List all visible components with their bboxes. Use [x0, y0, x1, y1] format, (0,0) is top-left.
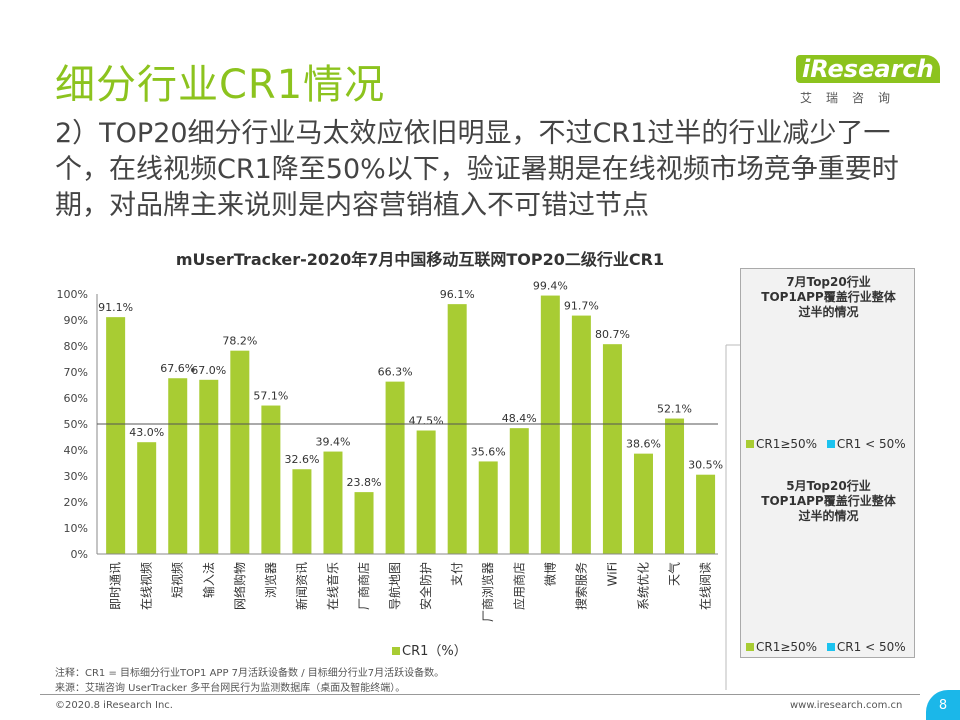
x-tick-label: 即时通讯 [109, 562, 123, 610]
x-tick-label: 天气 [667, 562, 682, 586]
x-tick-label: 在线音乐 [325, 562, 340, 610]
data-label: 78.2% [222, 335, 257, 348]
pie-panel: 7月Top20行业 TOP1APP覆盖行业整体 过半的情况 CR1≥50% CR1 … [740, 268, 915, 658]
bar [665, 418, 685, 554]
bar [168, 378, 188, 554]
bar [447, 304, 467, 554]
pie2-legend: CR1≥50% CR1 < 50% [746, 640, 906, 654]
data-label: 80.7% [595, 328, 630, 341]
bar [199, 379, 219, 554]
data-label: 43.0% [129, 426, 164, 439]
footer-divider [40, 694, 920, 695]
data-label: 96.1% [440, 288, 475, 301]
y-tick-label: 70% [64, 366, 88, 379]
bar [602, 344, 622, 554]
copyright: ©2020.8 iResearch Inc. [55, 700, 173, 711]
y-tick-label: 0% [71, 548, 88, 561]
data-label: 35.6% [471, 445, 506, 458]
bar [261, 405, 281, 554]
note-source: 来源：艾瑞咨询 UserTracker 多平台网民行为监测数据库（桌面及智能终端… [55, 683, 406, 694]
bar [354, 492, 374, 554]
data-label: 38.6% [626, 438, 661, 451]
iresearch-logo: iResearch 艾瑞咨询 [790, 55, 940, 111]
x-tick-label: 网络购物 [232, 562, 247, 610]
logo-brand: iResearch [796, 55, 940, 83]
data-label: 52.1% [657, 403, 692, 416]
x-tick-label: 在线阅读 [699, 562, 713, 610]
x-tick-label: 短视频 [170, 562, 185, 598]
website-link[interactable]: www.iresearch.com.cn [790, 700, 903, 711]
x-tick-label: 浏览器 [263, 562, 278, 598]
y-tick-label: 10% [64, 522, 88, 535]
y-tick-label: 40% [64, 444, 88, 457]
y-tick-label: 100% [57, 288, 88, 301]
bar [106, 317, 126, 554]
y-tick-label: 30% [64, 470, 88, 483]
data-label: 32.6% [284, 453, 319, 466]
pie1-title: 7月Top20行业 TOP1APP覆盖行业整体 过半的情况 [761, 275, 896, 319]
y-tick-label: 90% [64, 314, 88, 327]
note-definition: 注释：CR1 = 目标细分行业TOP1 APP 7月活跃设备数 / 目标细分行业… [55, 668, 445, 679]
y-tick-label: 60% [64, 392, 88, 405]
bar [478, 461, 498, 554]
y-tick-label: 80% [64, 340, 88, 353]
data-label: 30.5% [688, 459, 723, 472]
bar [292, 469, 312, 554]
data-label: 48.4% [502, 412, 537, 425]
x-tick-label: 搜索服务 [573, 562, 588, 610]
x-tick-label: 输入法 [201, 562, 216, 598]
x-tick-label: 系统优化 [636, 562, 650, 610]
bar [540, 295, 560, 554]
y-tick-label: 20% [64, 496, 88, 509]
x-tick-label: 厂商商店 [356, 562, 371, 610]
data-label: 67.0% [191, 364, 226, 377]
data-label: 39.4% [316, 436, 351, 449]
bar [509, 428, 529, 554]
bar [571, 315, 591, 554]
data-label: 57.1% [253, 390, 288, 403]
bar [137, 442, 157, 554]
data-label: 67.6% [160, 362, 195, 375]
bar-legend: CR1（%） [392, 640, 467, 659]
page-title: 细分行业CR1情况 [55, 62, 386, 108]
pie1-legend: CR1≥50% CR1 < 50% [746, 437, 906, 451]
bar [323, 451, 343, 554]
bar [385, 381, 405, 554]
page-subtitle: 2）TOP20细分行业马太效应依旧明显，不过CR1过半的行业减少了一个，在线视频… [55, 118, 899, 221]
data-label: 99.4% [533, 280, 568, 293]
bar-chart-title: mUserTracker-2020年7月中国移动互联网TOP20二级行业CR1 [175, 250, 665, 269]
data-label: 91.1% [98, 301, 133, 314]
data-label: 23.8% [347, 476, 382, 489]
data-label: 91.7% [564, 300, 599, 313]
pie2-title: 5月Top20行业 TOP1APP覆盖行业整体 过半的情况 [761, 479, 896, 523]
x-tick-label: 支付 [450, 562, 464, 586]
data-label: 47.5% [409, 415, 444, 428]
x-tick-label: 新闻资讯 [294, 562, 309, 610]
x-tick-label: 微博 [542, 562, 557, 586]
x-tick-label: 厂商浏览器 [480, 562, 495, 622]
data-label: 66.3% [378, 366, 413, 379]
x-tick-label: WiFi [605, 562, 619, 586]
bar [416, 430, 436, 554]
logo-cn: 艾瑞咨询 [800, 91, 905, 105]
x-tick-label: 应用商店 [511, 562, 526, 610]
bar [230, 350, 250, 554]
bar [633, 453, 653, 554]
x-tick-label: 在线视频 [139, 562, 154, 610]
y-tick-label: 50% [64, 418, 88, 431]
x-tick-label: 安全防护 [418, 562, 433, 610]
x-tick-label: 导航地图 [387, 562, 402, 610]
bar [696, 474, 716, 554]
